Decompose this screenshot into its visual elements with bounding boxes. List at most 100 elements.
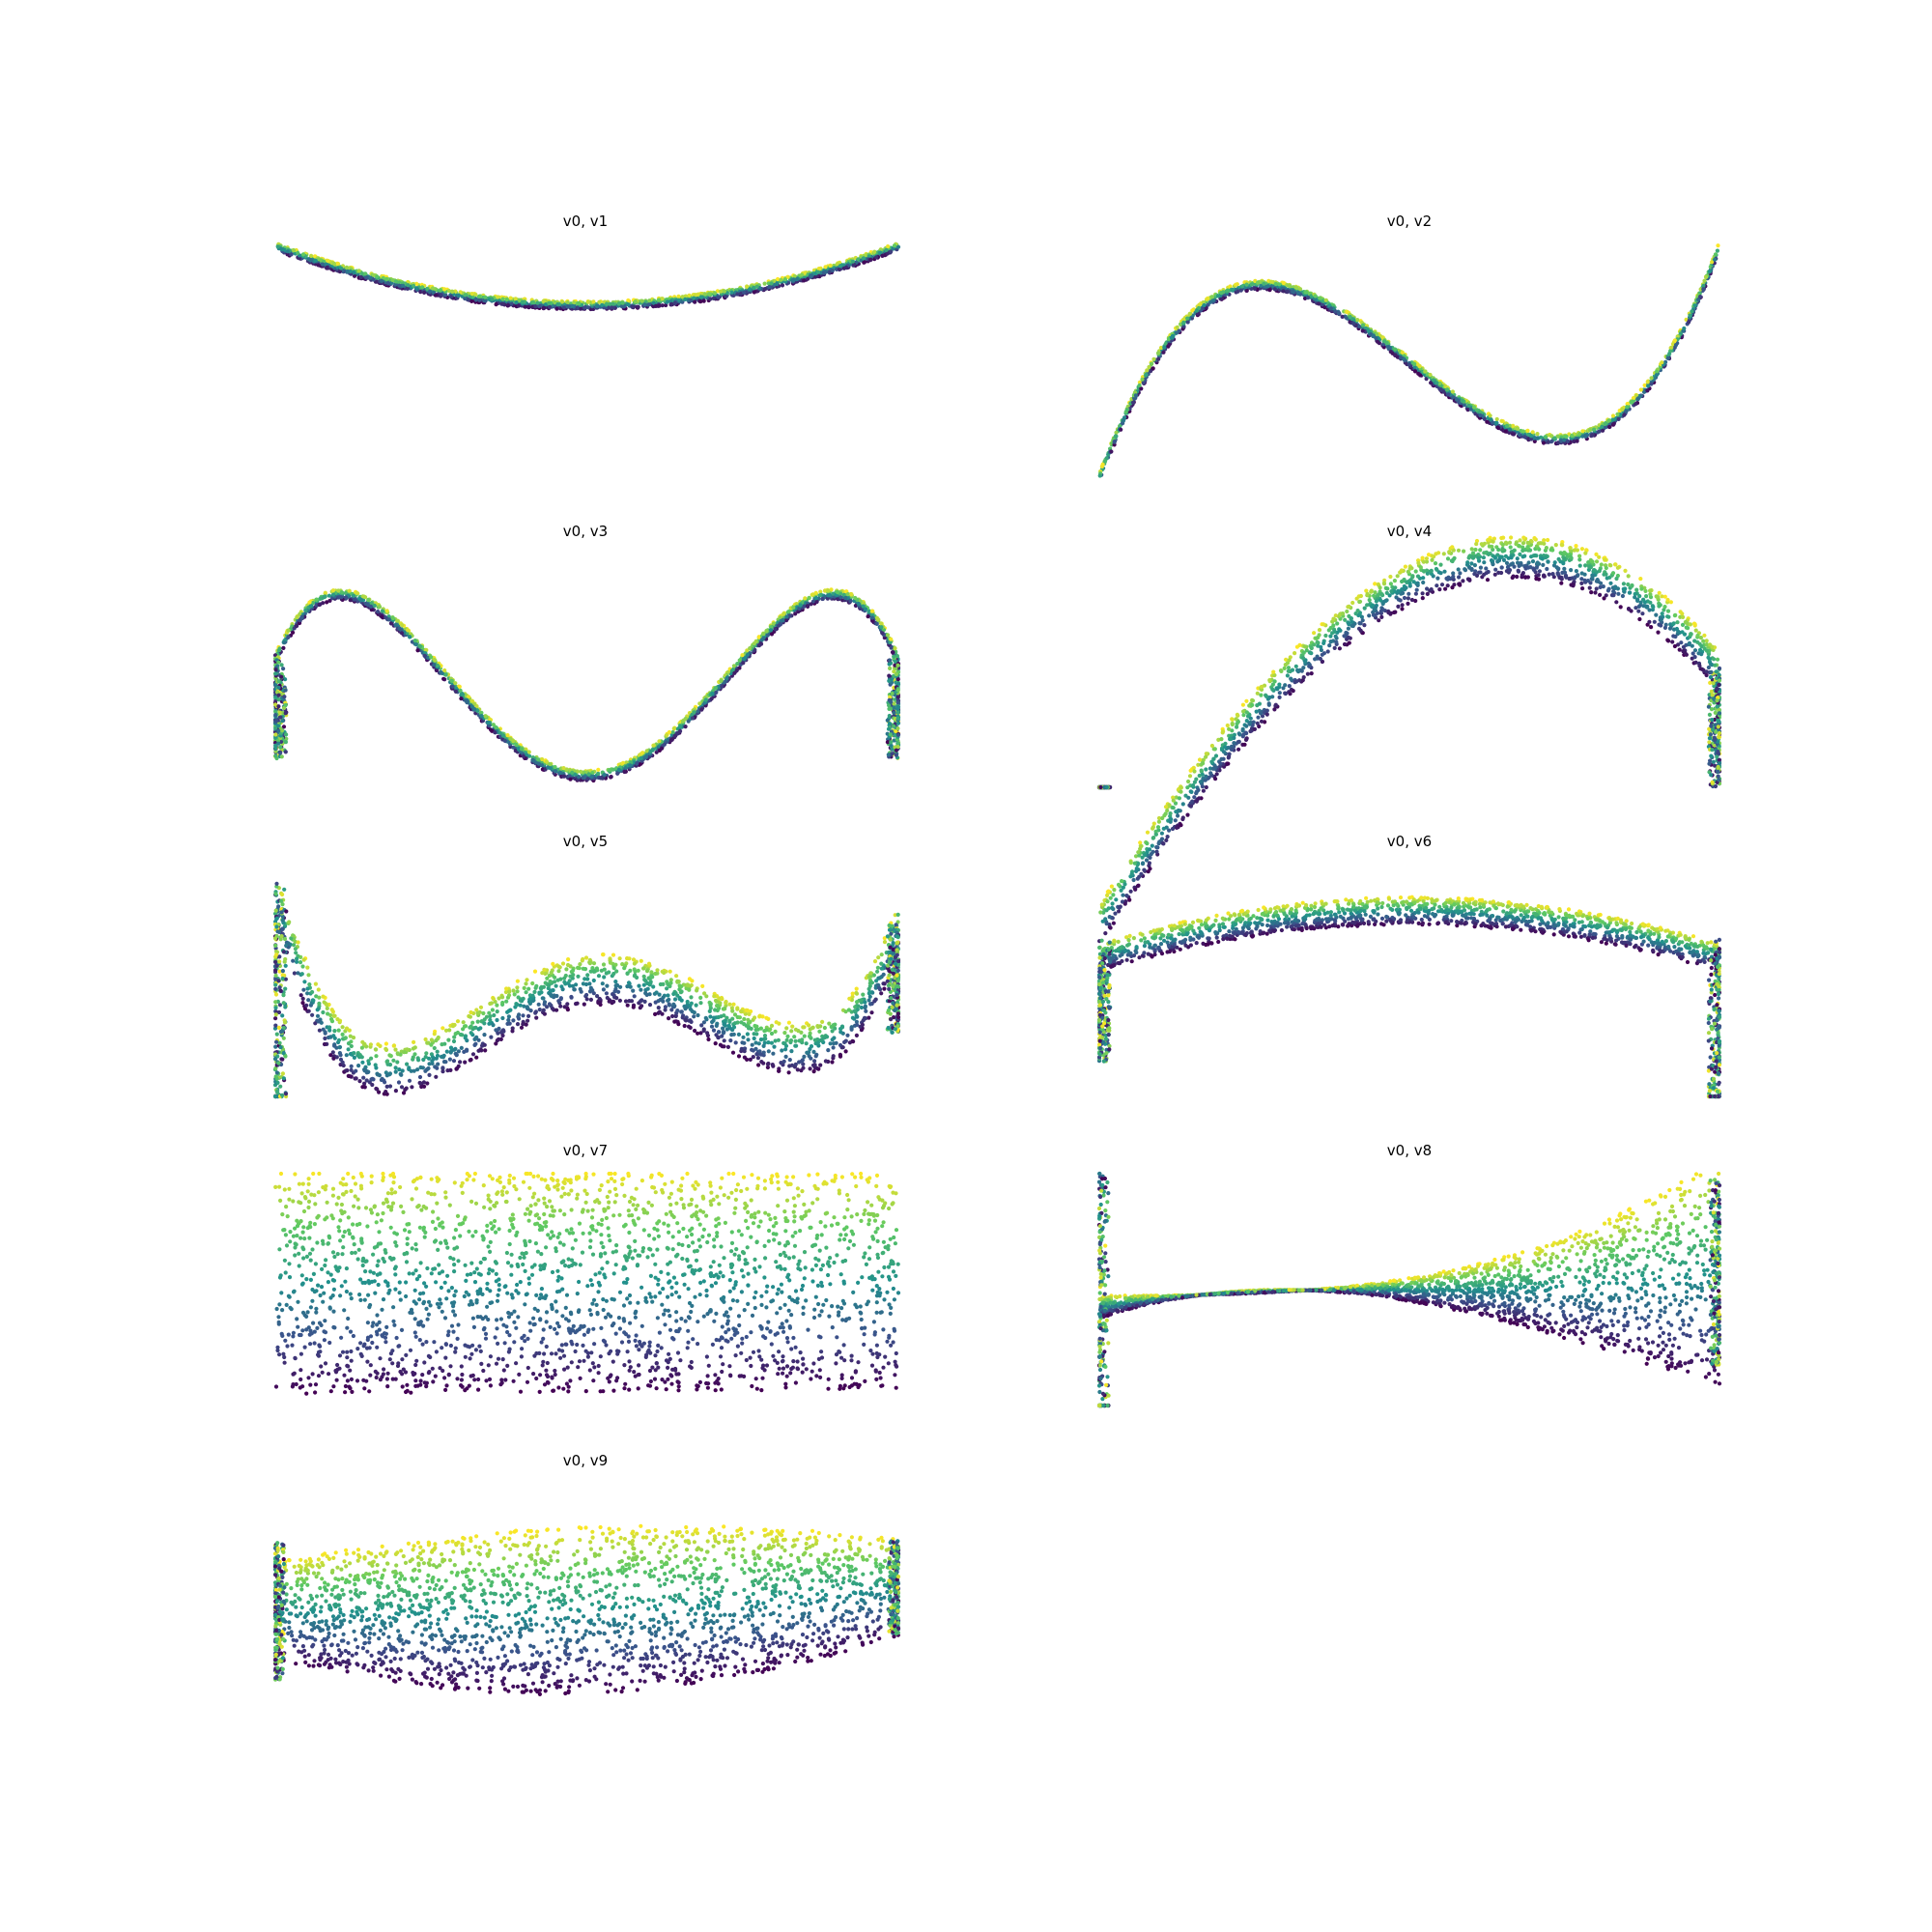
scatter-point (887, 706, 892, 712)
scatter-point (279, 674, 284, 679)
scatter-point (570, 303, 575, 308)
scatter-point (890, 691, 895, 696)
scatter-point (626, 302, 631, 307)
scatter-point (497, 730, 503, 735)
scatter-point (363, 275, 369, 280)
scatter-point (483, 714, 488, 719)
scatter-point (276, 685, 281, 690)
scatter-point (546, 765, 551, 770)
scatter-point (535, 300, 540, 305)
scatter-point (1541, 440, 1547, 445)
panel-title-v0-v2: v0, v2 (1387, 213, 1432, 230)
scatter-point (775, 281, 780, 287)
scatter-point (668, 301, 674, 306)
scatter-point (802, 278, 807, 283)
scatter-point (850, 259, 856, 264)
scatter-point (889, 249, 894, 254)
scatter-point (276, 697, 281, 702)
scatter-point (494, 724, 498, 729)
scatter-point (768, 628, 774, 633)
scatter-point (1625, 405, 1630, 410)
scatter-point (286, 635, 291, 639)
scatter-point (442, 668, 447, 673)
scatter-point (1603, 421, 1607, 426)
scatter-point (1181, 320, 1186, 325)
scatter-point (754, 284, 759, 289)
scatter-point (570, 770, 575, 775)
scatter-point (885, 633, 891, 638)
scatter-point (820, 596, 825, 602)
scatter-point (697, 701, 702, 706)
scatter-point (279, 728, 285, 733)
scatter-point (1305, 296, 1311, 300)
scatter-point (276, 648, 282, 653)
scatter-point (672, 300, 677, 305)
scatter-point (660, 746, 665, 751)
scatter-point (280, 719, 285, 724)
scatter-point (1117, 909, 1122, 914)
scatter-point (1638, 387, 1643, 392)
scatter-point (1204, 767, 1208, 772)
scatter-point (676, 294, 681, 298)
scatter-point (330, 588, 336, 593)
scatter-point (278, 745, 283, 750)
scatter-point (600, 302, 605, 307)
scatter-point (719, 678, 724, 683)
scatter-point (1446, 392, 1451, 397)
scatter-point (660, 297, 665, 301)
scatter-point (536, 757, 541, 762)
scatter-point (1543, 435, 1548, 440)
scatter-point (888, 732, 893, 737)
scatter-point (1423, 369, 1428, 374)
scatter-point (309, 253, 314, 258)
scatter-point (1187, 311, 1192, 316)
scatter-point (753, 639, 758, 644)
scatter-point (504, 297, 509, 302)
scatter-point (1130, 400, 1136, 405)
scatter-point (1155, 351, 1161, 355)
scatter-point (892, 705, 896, 710)
scatter-point (1202, 302, 1207, 308)
scatter-point (838, 264, 842, 269)
scatter-point (1504, 423, 1510, 428)
scatter-point (400, 623, 405, 628)
scatter-point (318, 596, 323, 602)
scatter-point (1175, 325, 1179, 329)
scatter-point (561, 305, 567, 310)
scatter-point (1579, 581, 1584, 586)
scatter-point (1692, 655, 1697, 660)
scatter-point (283, 688, 288, 693)
scatter-point (887, 678, 892, 684)
scatter-point (384, 276, 389, 281)
scatter-point (866, 614, 870, 619)
scatter-point (809, 602, 813, 607)
scatter-point (1348, 314, 1352, 320)
scatter-point (477, 294, 482, 298)
scatter-point (1548, 434, 1553, 439)
scatter-point (449, 678, 454, 683)
scatter-point (1445, 387, 1450, 392)
scatter-point (358, 275, 363, 280)
scatter-point (895, 700, 900, 705)
scatter-point (348, 598, 353, 603)
scatter-point (616, 301, 621, 306)
scatter-point (879, 625, 884, 630)
scatter-point (1175, 330, 1179, 335)
scatter-point (636, 304, 640, 309)
scatter-point (303, 608, 308, 613)
scatter-point (1713, 252, 1719, 257)
scatter-point (1256, 280, 1261, 285)
scatter-point (1225, 723, 1230, 728)
scatter-point (295, 614, 299, 620)
scatter-point (1522, 435, 1527, 440)
scatter-point (276, 693, 281, 697)
scatter-point (323, 590, 327, 595)
scatter-point (1428, 372, 1433, 378)
scatter-point (390, 615, 395, 621)
scatter-point (657, 303, 662, 308)
scatter-point (586, 772, 591, 777)
scatter-point (1457, 575, 1462, 580)
scatter-point (849, 592, 854, 597)
scatter-point (872, 249, 877, 254)
scatter-point (1297, 287, 1303, 292)
